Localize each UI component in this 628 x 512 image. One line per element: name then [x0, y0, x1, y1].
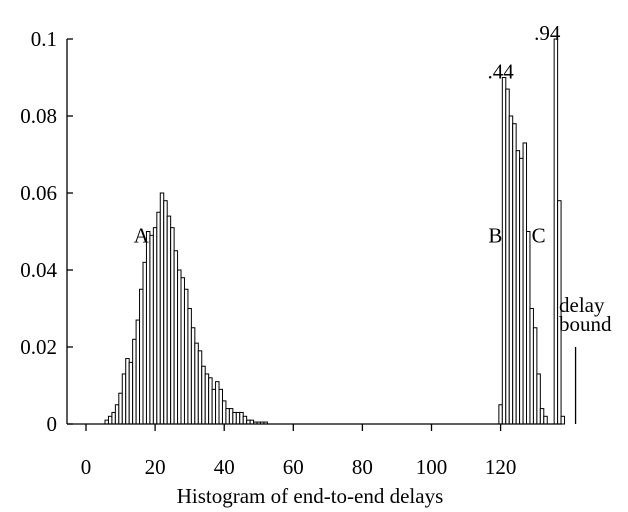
- histogram-bar: [145, 231, 151, 425]
- histogram-bar: [194, 342, 199, 425]
- histogram-bar: [522, 142, 528, 425]
- y-tick-label: 0.06: [20, 181, 57, 205]
- y-tick-label: 0.04: [20, 258, 57, 282]
- histogram-bar: [152, 227, 158, 425]
- histogram-bar: [187, 308, 192, 425]
- histogram-bar: [512, 123, 517, 425]
- x-tick-label: 0: [81, 455, 92, 479]
- histogram-bar: [177, 269, 182, 425]
- y-tick-label: 0: [47, 412, 58, 436]
- histogram-bar: [553, 38, 559, 425]
- histogram-bar: [149, 234, 154, 425]
- y-ticks-group: 0 0.02 0.04 0.06 0.08 0.1: [20, 27, 73, 436]
- histogram-bar: [539, 408, 545, 425]
- histogram-bar: [242, 415, 248, 425]
- histogram-bar: [519, 157, 524, 425]
- histogram-bar: [173, 250, 179, 425]
- histogram-bar: [505, 88, 510, 425]
- histogram-bar: [190, 327, 196, 425]
- histogram-bar: [228, 408, 234, 425]
- histogram-bar: [111, 411, 116, 425]
- histogram-bar: [142, 261, 147, 425]
- histogram-bar: [166, 215, 172, 425]
- histogram-bar: [139, 288, 144, 425]
- histogram-bar: [560, 415, 566, 425]
- histogram-bar: [159, 192, 165, 425]
- x-ticks-group: 0 20 40 60 80 100 120: [81, 424, 517, 479]
- x-axis-title: Histogram of end-to-end delays: [177, 484, 444, 508]
- histogram-bar: [121, 373, 127, 425]
- histogram-bar: [180, 277, 185, 425]
- histogram-bar: [221, 400, 227, 425]
- histogram-bar: [536, 373, 541, 425]
- x-tick-label: 60: [283, 455, 304, 479]
- histogram-bar: [132, 338, 137, 425]
- annotations-group: A B C .44 .94: [134, 21, 561, 247]
- histogram-bar: [163, 200, 168, 425]
- histogram-bar: [128, 361, 134, 425]
- x-tick-label: 100: [416, 455, 448, 479]
- histogram-bar: [501, 77, 507, 425]
- y-tick-label: 0.08: [20, 104, 57, 128]
- x-tick-label: 80: [352, 455, 373, 479]
- x-tick-label: 120: [485, 455, 517, 479]
- histogram-bar: [170, 227, 175, 425]
- histogram-bar: [135, 319, 141, 425]
- histogram-bar: [225, 408, 230, 425]
- histogram-bar: [498, 404, 503, 425]
- histogram-bar: [211, 388, 217, 425]
- histogram-bar: [526, 231, 531, 425]
- histogram-bar: [215, 381, 220, 425]
- delay-bound-label-line1: delay: [559, 293, 605, 317]
- histogram-bar: [125, 358, 130, 425]
- histogram-bar: [508, 115, 514, 425]
- histogram-bar: [183, 288, 189, 425]
- histogram-bar: [515, 150, 521, 425]
- histogram-bar: [235, 411, 241, 425]
- histogram-bar: [218, 388, 223, 425]
- plot-area: 0 0.02 0.04 0.06 0.08 0.1 0 20 40 60 80 100 120 A B C…: [20, 21, 612, 479]
- histogram-bar: [156, 211, 161, 425]
- histogram-bar: [532, 327, 538, 425]
- x-tick-label: 40: [214, 455, 235, 479]
- annotation-label: .44: [487, 60, 514, 84]
- annotation-label: C: [532, 223, 546, 247]
- histogram-bar: [114, 404, 120, 425]
- y-tick-label: 0.02: [20, 335, 57, 359]
- histogram-bar: [232, 411, 237, 425]
- histogram-bar: [543, 415, 548, 425]
- histogram-bar: [529, 308, 534, 425]
- x-tick-label: 20: [145, 455, 166, 479]
- annotation-label: .94: [534, 21, 561, 45]
- histogram-bar: [118, 392, 123, 425]
- histogram-bar: [107, 415, 113, 425]
- histogram-bar: [208, 377, 213, 425]
- y-tick-label: 0.1: [31, 27, 57, 51]
- annotation-label: B: [488, 223, 502, 247]
- annotation-label: A: [134, 223, 150, 247]
- delay-bound-label-line2: bound: [559, 312, 612, 336]
- histogram-bar: [201, 365, 206, 425]
- histogram-bar: [197, 350, 203, 425]
- histogram-bar: [239, 411, 244, 425]
- histogram-bar: [204, 373, 210, 425]
